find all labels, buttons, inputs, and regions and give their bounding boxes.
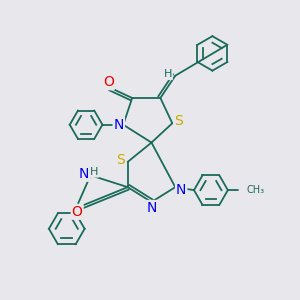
Text: H: H (164, 69, 172, 79)
Text: H: H (90, 167, 99, 177)
Text: O: O (103, 75, 114, 89)
Text: N: N (79, 167, 89, 181)
Text: CH₃: CH₃ (247, 185, 265, 195)
Text: O: O (72, 205, 83, 219)
Text: N: N (114, 118, 124, 132)
Text: N: N (176, 182, 186, 197)
Text: S: S (175, 114, 183, 128)
Text: S: S (116, 153, 125, 167)
Text: N: N (146, 201, 157, 215)
